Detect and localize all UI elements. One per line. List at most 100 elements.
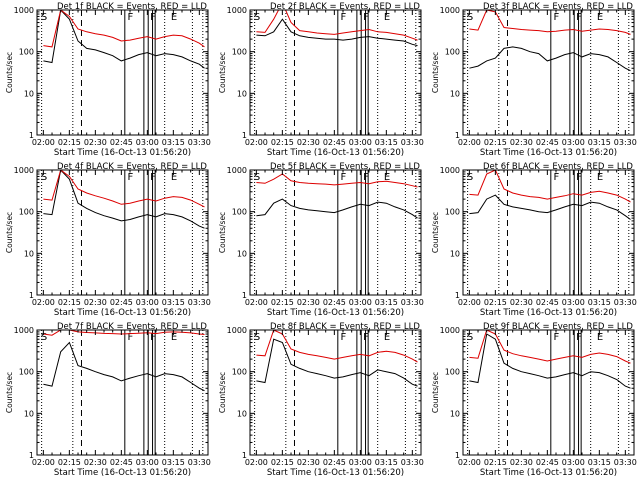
x-tick-label: 02:30	[84, 458, 107, 467]
y-tick-label: 100	[19, 208, 34, 217]
series-group	[469, 10, 631, 72]
plot-frame	[462, 169, 635, 296]
region-label-f: F	[576, 172, 582, 183]
x-tick-label: 03:30	[188, 138, 211, 147]
region-label-f: F	[341, 332, 347, 343]
events-series-line	[469, 333, 631, 389]
chart-title: Det 6f BLACK = Events, RED = LLD	[483, 162, 633, 172]
series-group	[256, 330, 418, 387]
chart-title: Det 9f BLACK = Events, RED = LLD	[483, 322, 633, 332]
region-label-f: F	[150, 12, 156, 23]
region-label-e: E	[597, 332, 603, 343]
y-tick-label: 1	[242, 451, 247, 460]
x-tick-label: 02:15	[271, 138, 294, 147]
y-axis-label: Counts/sec	[218, 212, 227, 253]
y-axis-label: Counts/sec	[431, 52, 440, 93]
region-label-e: E	[171, 332, 177, 343]
y-tick-label: 1	[29, 291, 34, 300]
chart-panel: Det 3f BLACK = Events, RED = LLD S F F E 1 10 1…	[431, 2, 637, 158]
lld-series-line	[43, 10, 205, 48]
x-tick-label: 03:30	[188, 298, 211, 307]
lld-series-line	[469, 170, 631, 203]
y-tick-label: 10	[237, 249, 247, 258]
y-tick-label: 1000	[14, 166, 34, 175]
y-tick-label: 10	[237, 89, 247, 98]
region-label-s: S	[467, 12, 473, 23]
x-tick-label: 03:15	[588, 138, 611, 147]
x-tick-label: 03:15	[375, 298, 398, 307]
region-label-s: S	[41, 12, 47, 23]
region-label-f: F	[576, 12, 582, 23]
plot-frame	[36, 329, 209, 456]
x-tick-label: 02:15	[271, 298, 294, 307]
region-label-e: E	[597, 172, 603, 183]
x-tick-label: 02:30	[84, 298, 107, 307]
x-tick-label: 03:00	[562, 458, 585, 467]
y-tick-label: 10	[450, 409, 460, 418]
chart-panel: Det 5f BLACK = Events, RED = LLD S F F E 1 10 1…	[218, 162, 424, 318]
series-group	[43, 330, 205, 392]
x-tick-label: 02:15	[58, 298, 81, 307]
y-tick-label: 1	[29, 451, 34, 460]
y-tick-label: 1000	[14, 326, 34, 335]
region-label-e: E	[384, 332, 390, 343]
chart-panel: Det 8f BLACK = Events, RED = LLD S F F E 1 10 1…	[218, 322, 424, 478]
x-tick-label: 02:15	[484, 298, 507, 307]
plot-frame	[249, 329, 422, 456]
series-group	[256, 10, 418, 47]
y-tick-label: 1000	[14, 6, 34, 15]
y-tick-label: 100	[19, 368, 34, 377]
x-axis-label: Start Time (16-Oct-13 01:56:20)	[480, 468, 617, 478]
y-tick-label: 1000	[227, 6, 247, 15]
region-label-f: F	[150, 332, 156, 343]
series-group	[256, 173, 418, 219]
x-axis-label: Start Time (16-Oct-13 01:56:20)	[267, 468, 404, 478]
x-tick-label: 02:00	[245, 138, 268, 147]
x-tick-label: 03:15	[162, 138, 185, 147]
y-tick-label: 100	[445, 208, 460, 217]
x-tick-label: 02:45	[536, 458, 559, 467]
y-tick-label: 100	[232, 208, 247, 217]
x-tick-label: 03:00	[349, 458, 372, 467]
x-axis-label: Start Time (16-Oct-13 01:56:20)	[480, 308, 617, 318]
series-group	[43, 10, 205, 69]
x-tick-label: 02:00	[32, 298, 55, 307]
x-axis-label: Start Time (16-Oct-13 01:56:20)	[54, 148, 191, 158]
y-tick-label: 1	[455, 291, 460, 300]
lld-series-line	[256, 173, 418, 188]
lld-series-line	[469, 10, 631, 35]
x-tick-label: 02:30	[84, 138, 107, 147]
region-label-f: F	[341, 172, 347, 183]
y-tick-label: 1000	[440, 166, 460, 175]
y-tick-label: 1000	[440, 6, 460, 15]
region-label-e: E	[171, 12, 177, 23]
events-series-line	[43, 341, 205, 392]
x-axis-label: Start Time (16-Oct-13 01:56:20)	[54, 468, 191, 478]
y-tick-label: 10	[237, 409, 247, 418]
region-label-s: S	[254, 332, 260, 343]
x-axis-label: Start Time (16-Oct-13 01:56:20)	[267, 308, 404, 318]
x-tick-label: 03:15	[162, 298, 185, 307]
region-label-f: F	[363, 12, 369, 23]
x-tick-label: 03:15	[375, 458, 398, 467]
x-tick-label: 02:30	[510, 298, 533, 307]
lld-series-line	[43, 170, 205, 208]
y-axis-label: Counts/sec	[5, 372, 14, 413]
x-axis-label: Start Time (16-Oct-13 01:56:20)	[480, 148, 617, 158]
x-tick-label: 02:15	[271, 458, 294, 467]
x-tick-label: 02:30	[297, 138, 320, 147]
region-label-f: F	[128, 172, 134, 183]
plot-frame	[36, 9, 209, 136]
events-series-line	[43, 170, 205, 229]
chart-panel: Det 2f BLACK = Events, RED = LLD S F F E 1 10 1…	[218, 2, 424, 158]
series-group	[43, 170, 205, 229]
x-tick-label: 03:00	[562, 138, 585, 147]
x-tick-label: 02:00	[245, 458, 268, 467]
region-label-f: F	[554, 332, 560, 343]
x-tick-label: 02:15	[58, 138, 81, 147]
plot-frame	[249, 169, 422, 296]
y-tick-label: 1	[242, 291, 247, 300]
region-label-f: F	[554, 12, 560, 23]
region-label-f: F	[341, 12, 347, 23]
